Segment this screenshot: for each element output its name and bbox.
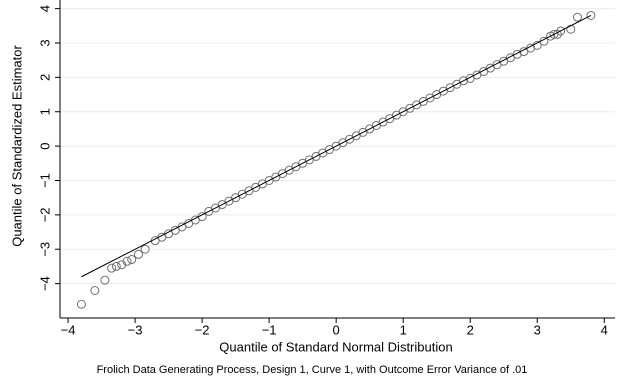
point xyxy=(140,244,150,254)
y-tick-label: −2 xyxy=(37,207,52,222)
point xyxy=(122,256,132,266)
y-tick-label: 4 xyxy=(37,5,52,12)
point xyxy=(90,285,100,295)
point xyxy=(566,24,576,34)
x-tick-label: 4 xyxy=(601,322,608,337)
y-tick-label: 0 xyxy=(37,142,52,149)
point xyxy=(76,299,86,309)
x-tick-label: 2 xyxy=(467,322,474,337)
x-tick-label: −2 xyxy=(195,322,210,337)
x-tick-label: −1 xyxy=(262,322,277,337)
y-tick-label: 3 xyxy=(37,39,52,46)
x-tick-label: −3 xyxy=(128,322,143,337)
point xyxy=(586,10,596,20)
x-tick-label: 1 xyxy=(400,322,407,337)
x-tick-label: 3 xyxy=(534,322,541,337)
point xyxy=(111,261,121,271)
fit-line xyxy=(81,15,592,278)
point xyxy=(572,12,582,22)
point xyxy=(107,263,117,273)
y-axis-label: Quantile of Standardized Estimator xyxy=(9,45,24,247)
point xyxy=(133,249,143,259)
x-tick-label: −4 xyxy=(61,322,76,337)
y-tick-label: −3 xyxy=(37,242,52,257)
caption: Frolich Data Generating Process, Design … xyxy=(97,364,528,376)
y-tick-label: −1 xyxy=(37,173,52,188)
y-tick-label: −4 xyxy=(37,276,52,291)
point xyxy=(459,76,469,86)
point xyxy=(127,255,137,265)
y-tick-label: 1 xyxy=(37,108,52,115)
y-tick-label: 2 xyxy=(37,74,52,81)
x-axis-label: Quantile of Standard Normal Distribution xyxy=(219,339,452,354)
point xyxy=(100,275,110,285)
x-tick-label: 0 xyxy=(333,322,340,337)
point xyxy=(556,26,566,36)
